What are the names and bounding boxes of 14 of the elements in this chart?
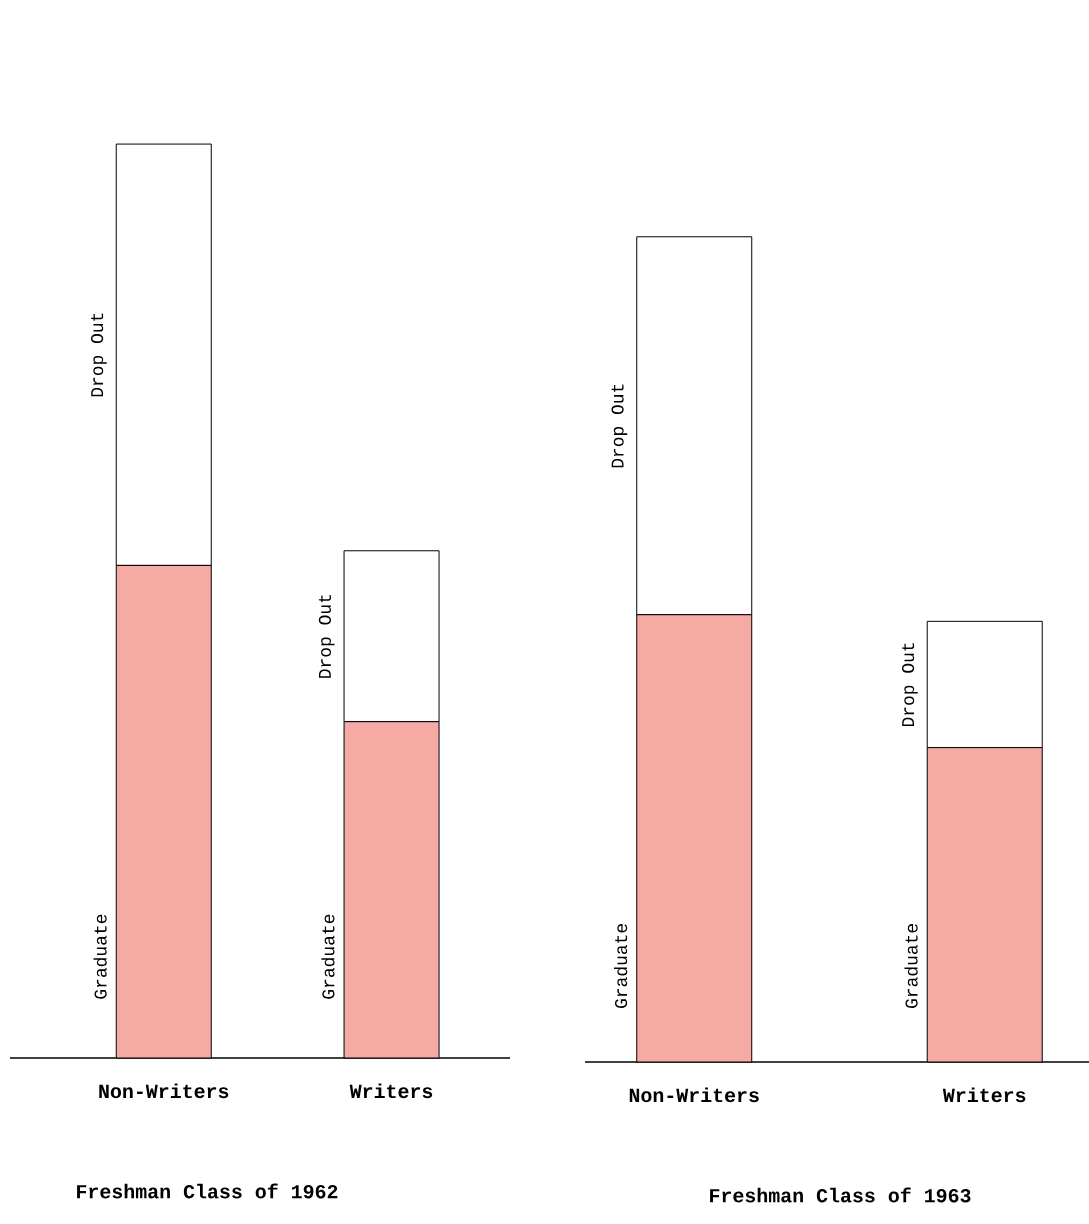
x-tick-label: Non-Writers [99,1083,229,1099]
x-tick-label: Writers [942,1087,1026,1103]
text: Freshman Class of 1962 [77,1183,338,1199]
x-tick-label: Non-Writers [629,1087,759,1103]
text: Drop Out [611,384,628,468]
x-tick-label: Writers [349,1083,433,1099]
text: Graduate [904,924,918,1008]
text: Graduate [93,914,107,999]
text: Drop Out [901,643,918,727]
text: Drop Out [318,595,335,678]
text: Drop Out [91,313,107,397]
text: Graduate [321,914,335,999]
text: Graduate [613,924,628,1008]
text: Freshman Class of 1963 [710,1187,971,1203]
